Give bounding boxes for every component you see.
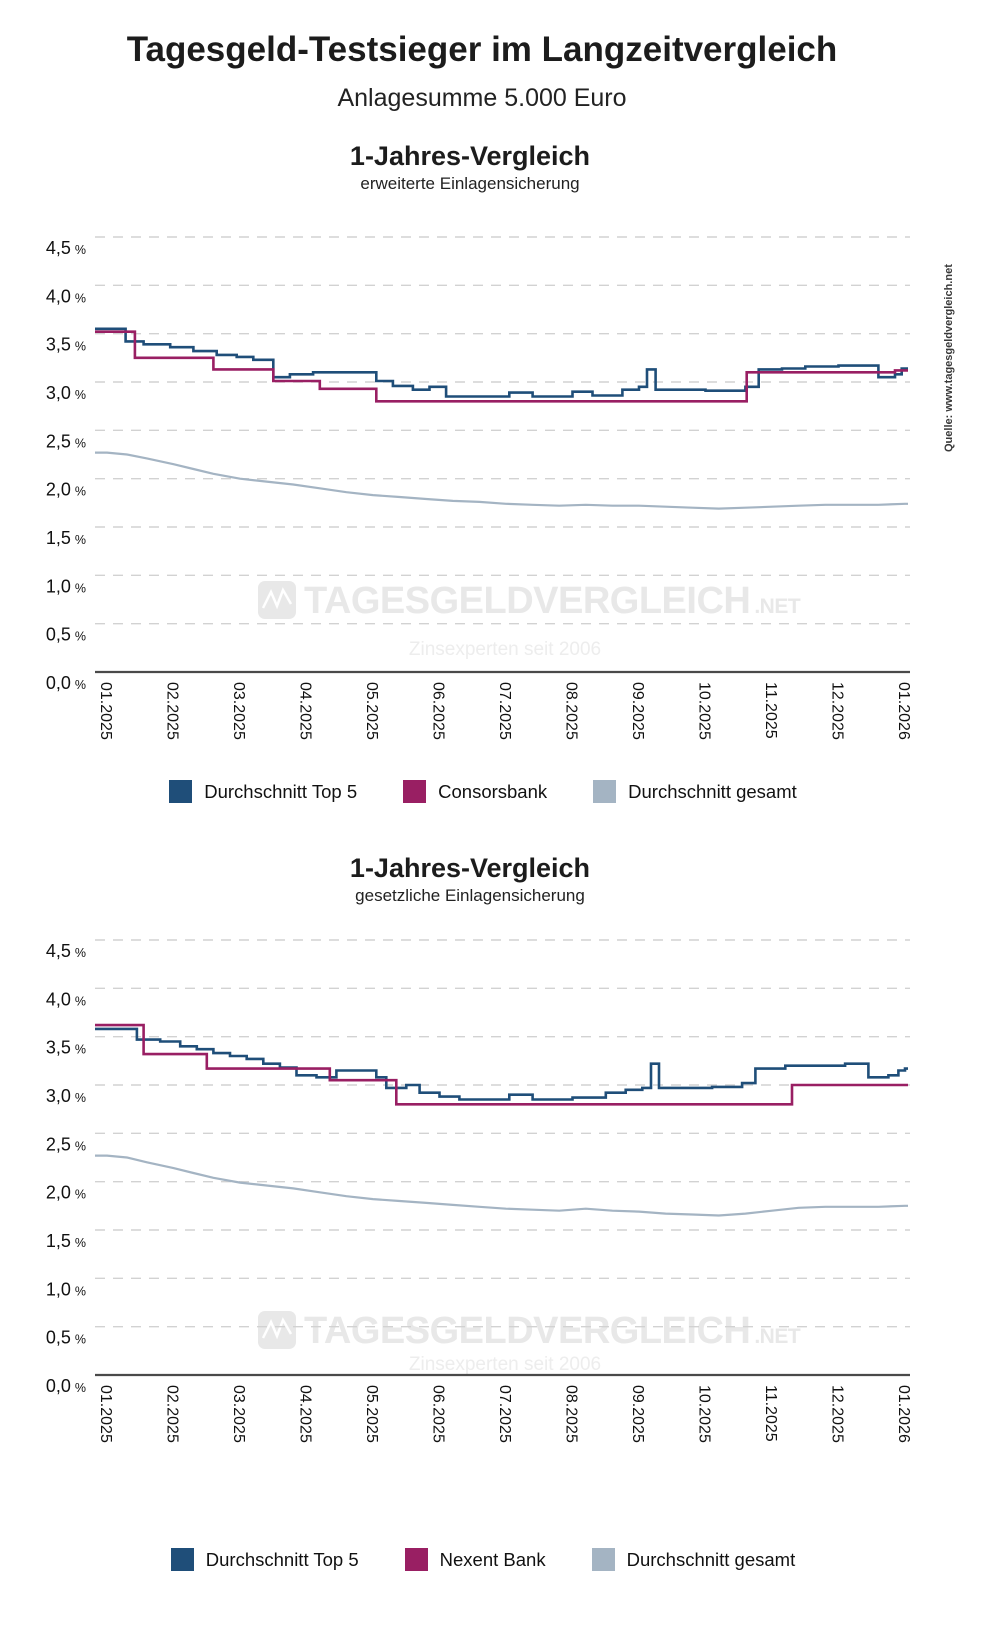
y-tick-label: 4,5% [46, 941, 86, 961]
chart-1-subtitle: erweiterte Einlagensicherung [360, 174, 580, 193]
source-note: Quelle: www.tagesgeldvergleich.net [943, 264, 955, 452]
chart-2-subtitle: gesetzliche Einlagensicherung [355, 886, 585, 905]
legend-swatch-bank [404, 1548, 428, 1571]
x-tick-label: 10.2025 [696, 1385, 713, 1443]
chart-1-title: 1-Jahres-Vergleich [349, 141, 591, 171]
legend-item: Consorsbank [403, 780, 547, 803]
legend-swatch-top5 [170, 1548, 194, 1571]
legend-label: Durchschnitt Top 5 [204, 780, 358, 802]
x-tick-label: 01.2026 [895, 1385, 912, 1443]
x-tick-label: 09.2025 [629, 682, 646, 740]
x-tick-label: 11.2025 [762, 682, 779, 739]
series-line-durchschnitt-gesamt [95, 451, 908, 510]
y-tick-label: 3,0% [46, 383, 86, 403]
page-subtitle: Anlagesumme 5.000 Euro [337, 84, 627, 112]
series-line-durchschnitt-top-5 [95, 1027, 908, 1101]
legend-item: Nexent Bank [404, 1548, 546, 1571]
legend-label: Durchschnitt gesamt [628, 780, 797, 802]
legend-item: Durchschnitt Top 5 [170, 1548, 359, 1571]
x-tick-label: 06.2025 [430, 1385, 447, 1443]
x-tick-label: 02.2025 [164, 682, 181, 740]
y-tick-label: 1,5% [46, 528, 86, 548]
legend-label: Durchschnitt gesamt [626, 1548, 796, 1570]
x-tick-label: 12.2025 [829, 682, 846, 740]
watermark-logo-icon [258, 1311, 296, 1349]
x-tick-label: 01.2025 [97, 1385, 114, 1443]
chart-1-plot: TAGESGELDVERGLEICH .NET Zinsexperten seit … [46, 236, 912, 740]
y-tick-label: 3,5% [46, 1038, 86, 1058]
watermark-pulse-icon [261, 1317, 293, 1340]
legend-item: Durchschnitt Top 5 [169, 780, 357, 803]
y-tick-label: 4,0% [46, 286, 86, 306]
series-line-durchschnitt-top-5 [95, 327, 908, 398]
y-tick-label: 2,0% [46, 1183, 86, 1203]
y-tick-label: 2,0% [46, 480, 86, 500]
y-tick-label: 4,5% [46, 238, 86, 258]
series-line-consorsbank [95, 330, 908, 403]
y-tick-label: 0,0% [46, 673, 86, 693]
y-tick-label: 0,5% [46, 1328, 86, 1348]
x-tick-label: 03.2025 [230, 682, 247, 740]
y-tick-label: 4,0% [46, 989, 86, 1009]
x-tick-label: 10.2025 [696, 682, 713, 740]
page-title: Tagesgeld-Testsieger im Langzeitvergleic… [126, 30, 838, 69]
x-tick-label: 05.2025 [363, 682, 380, 740]
x-tick-label: 06.2025 [430, 682, 447, 740]
x-tick-label: 01.2025 [97, 682, 114, 740]
legend-label: Durchschnitt Top 5 [205, 1548, 359, 1570]
x-tick-label: 09.2025 [629, 1385, 646, 1443]
x-tick-label: 07.2025 [496, 682, 513, 740]
y-tick-label: 3,0% [46, 1086, 86, 1106]
chart-1-legend: Durchschnitt Top 5 Consorsbank Durchschn… [0, 780, 966, 803]
series-line-durchschnitt-gesamt [95, 1154, 908, 1217]
legend-swatch-gesamt [591, 1548, 615, 1571]
y-tick-label: 0,0% [46, 1376, 86, 1396]
watermark-brand: TAGESGELDVERGLEICH .NET [304, 1310, 801, 1352]
chart-2-legend: Durchschnitt Top 5 Nexent Bank Durchschn… [0, 1548, 966, 1571]
series-line-nexent-bank [95, 1023, 908, 1106]
watermark-logo-icon [258, 581, 296, 619]
watermark-brand: TAGESGELDVERGLEICH .NET [304, 580, 801, 622]
y-tick-label: 1,0% [46, 576, 86, 596]
legend-swatch-gesamt [593, 780, 617, 803]
legend-label: Nexent Bank [439, 1548, 546, 1570]
y-tick-label: 2,5% [46, 1134, 86, 1154]
y-tick-label: 2,5% [46, 431, 86, 451]
y-tick-label: 1,0% [46, 1279, 86, 1299]
x-tick-label: 11.2025 [762, 1385, 779, 1442]
watermark-pulse-icon [261, 587, 293, 610]
x-tick-label: 05.2025 [363, 1385, 380, 1443]
watermark-tagline: Zinsexperten seit 2006 [409, 1354, 601, 1375]
x-tick-label: 07.2025 [496, 1385, 513, 1443]
legend-swatch-bank [403, 780, 427, 803]
x-tick-label: 08.2025 [563, 1385, 580, 1443]
legend-item: Durchschnitt gesamt [591, 1548, 796, 1571]
x-tick-label: 12.2025 [829, 1385, 846, 1443]
y-tick-label: 0,5% [46, 625, 86, 645]
x-tick-label: 03.2025 [230, 1385, 247, 1443]
x-tick-label: 04.2025 [297, 682, 314, 740]
watermark: TAGESGELDVERGLEICH .NET Zinsexperten seit … [258, 580, 801, 660]
x-tick-label: 01.2026 [895, 682, 912, 740]
chart-2-title: 1-Jahres-Vergleich [349, 853, 591, 883]
watermark-tagline: Zinsexperten seit 2006 [409, 639, 601, 660]
x-tick-label: 04.2025 [297, 1385, 314, 1443]
y-tick-label: 1,5% [46, 1231, 86, 1251]
y-tick-label: 3,5% [46, 335, 86, 355]
legend-label: Consorsbank [438, 780, 548, 802]
x-tick-label: 08.2025 [563, 682, 580, 740]
legend-item: Durchschnitt gesamt [593, 780, 797, 803]
x-tick-label: 02.2025 [164, 1385, 181, 1443]
legend-swatch-top5 [169, 780, 193, 803]
